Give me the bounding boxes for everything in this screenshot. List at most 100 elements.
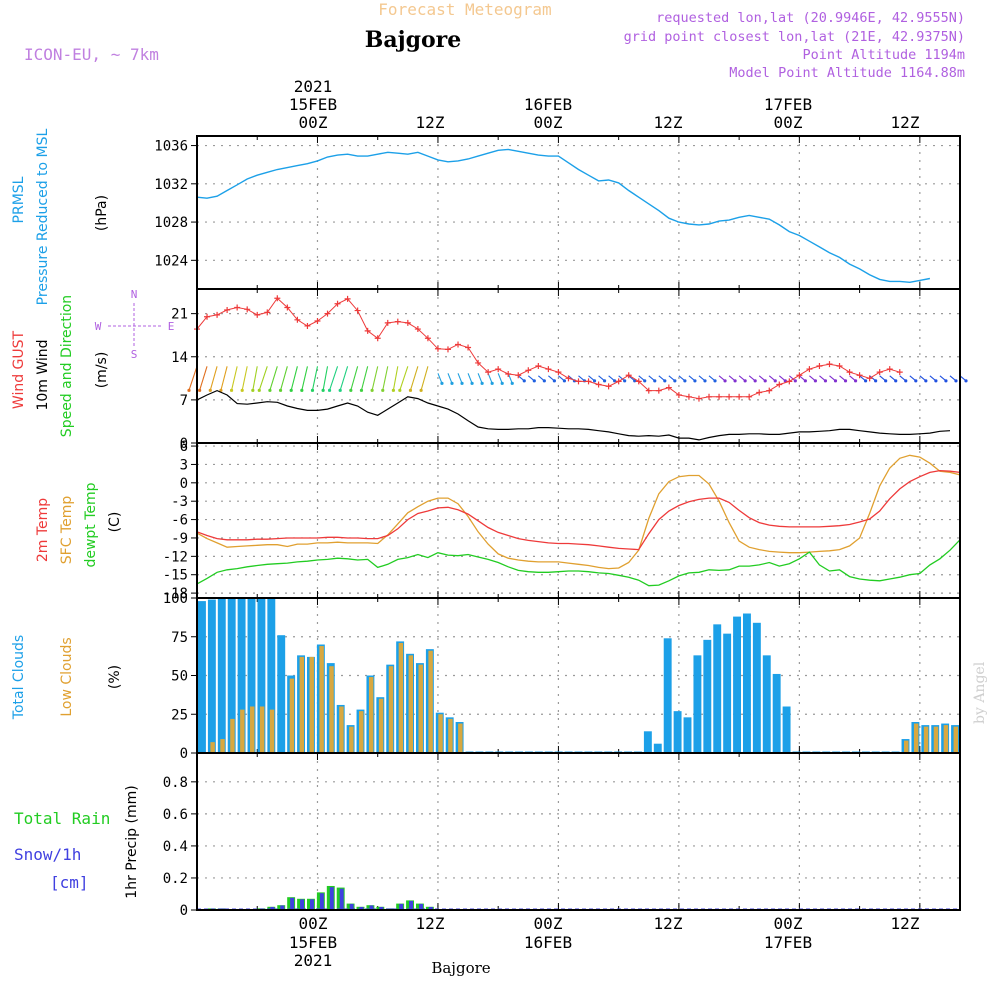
bottom-hour-label: 12Z (416, 914, 445, 933)
wind-arrow-head (522, 379, 526, 383)
wind-arrow (447, 373, 453, 384)
wind-arrow-head (562, 379, 567, 383)
wind-arrow (339, 366, 349, 391)
total-cloud-bar (772, 673, 781, 753)
low-cloud-bar (923, 726, 929, 753)
wind-arrow-head (257, 388, 261, 392)
gust-marker (736, 393, 743, 400)
snow-bar (339, 888, 344, 910)
panel-bg (197, 443, 960, 598)
wind-arrow (457, 373, 463, 384)
gust-marker (695, 395, 702, 402)
wind-arrow (258, 366, 268, 391)
y-tick-label: -18 (163, 586, 188, 602)
total-cloud-bar (693, 655, 702, 753)
y-tick-label: 0.8 (163, 775, 188, 791)
low-cloud-bar (438, 714, 443, 753)
total-cloud-bar (643, 731, 652, 753)
gust-marker (876, 369, 883, 376)
snow-bar (359, 906, 364, 910)
low-cloud-bar (933, 726, 939, 753)
gust-marker (304, 322, 311, 329)
top-day-label: 15FEB (289, 95, 337, 114)
wind-arrow-head (381, 388, 385, 392)
gust-marker (776, 381, 783, 388)
gust-marker (545, 366, 552, 373)
wind-arrow (507, 373, 513, 384)
pressure-unit: (hPa) (94, 195, 110, 231)
wind-arrow (199, 366, 208, 391)
wind-arrow-head (623, 379, 627, 383)
low-cloud-bar (269, 709, 275, 753)
total-cloud-bar (743, 613, 751, 753)
wind-arrow-head (853, 379, 858, 383)
closest-lonlat: grid point closest lon,lat (21E, 42.9375… (624, 29, 965, 45)
y-tick-label: 1036 (154, 139, 188, 155)
wind-arrow (188, 366, 198, 391)
wind-arrow (311, 366, 319, 391)
wind-arrow-head (954, 379, 958, 383)
wind-arrow-head (653, 379, 657, 383)
top-time-axis: 2021 15FEB 16FEB 17FEB 00Z 12Z 00Z 12Z 0… (289, 77, 920, 132)
y-tick-label: 100 (163, 591, 188, 607)
wind-arrow (290, 366, 298, 391)
wind-arrow (409, 366, 419, 391)
snow-bar (329, 887, 334, 910)
wind-arrow-head (783, 379, 787, 383)
wind-arrow-head (964, 379, 968, 383)
wind-arrow (220, 366, 228, 391)
y-tick-label: 0 (180, 746, 188, 762)
rain-legend: Total Rain (14, 809, 110, 828)
gust-marker (234, 304, 241, 311)
wind-title: 10m Wind (35, 339, 51, 410)
top-year-label: 2021 (294, 77, 333, 96)
point-altitude: Point Altitude 1194m (802, 47, 965, 63)
cloud-unit: (%) (107, 665, 123, 689)
wind-arrow (360, 366, 369, 391)
gust-marker (635, 378, 642, 385)
low-cloud-bar (388, 666, 394, 753)
precip-title: 1hr Precip (mm) (124, 785, 140, 898)
wind-arrow-head (480, 381, 484, 385)
axis-titles: PRMSL Pressure Reduced to MSL (hPa) Wind… (11, 128, 140, 898)
gust-marker (856, 372, 863, 379)
wind-arrow-head (408, 388, 413, 392)
y-tick-label: 3 (180, 457, 188, 473)
wind-arrow-head (440, 381, 444, 385)
wind-arrow-head (924, 379, 928, 383)
bottom-hour-label: 00Z (299, 914, 328, 933)
low-cloud-bar (904, 740, 909, 753)
y-tick-label: -15 (163, 568, 188, 584)
panel-wind: 21 14 7 0 (171, 289, 968, 452)
wind-arrow-head (391, 388, 395, 392)
snow-bar (428, 906, 433, 910)
low-cloud-bar (943, 725, 949, 753)
wind-arrow (350, 366, 359, 391)
gust-marker (465, 344, 472, 351)
bottom-hour-label: 00Z (534, 914, 563, 933)
top-hour-label: 12Z (891, 113, 920, 132)
wind-arrow-head (713, 379, 717, 383)
t2m-title: 2m Temp (35, 498, 51, 562)
low-cloud-bar (329, 666, 334, 753)
wind-arrow-head (510, 381, 514, 385)
low-cloud-bar (953, 726, 959, 753)
bottom-hour-label: 12Z (891, 914, 920, 933)
gust-marker (334, 300, 341, 307)
y-tick-label: 0 (180, 436, 188, 452)
gust-marker (535, 363, 542, 369)
total-cloud-bar (703, 639, 712, 753)
snow-bar (300, 899, 305, 910)
wind-arrow (497, 373, 503, 384)
wind-arrow (301, 366, 308, 391)
wind-arrow-head (803, 379, 807, 383)
wind-arrow-head (251, 388, 255, 392)
model-label: ICON-EU, ~ 7km (24, 45, 159, 64)
bottom-hour-label: 12Z (654, 914, 683, 933)
y-tick-label: 1028 (154, 215, 188, 231)
wind-arrow (467, 373, 473, 384)
snow-bar (379, 906, 384, 910)
watermark: by Angel (972, 661, 988, 724)
wind-arrow-head (278, 388, 283, 392)
